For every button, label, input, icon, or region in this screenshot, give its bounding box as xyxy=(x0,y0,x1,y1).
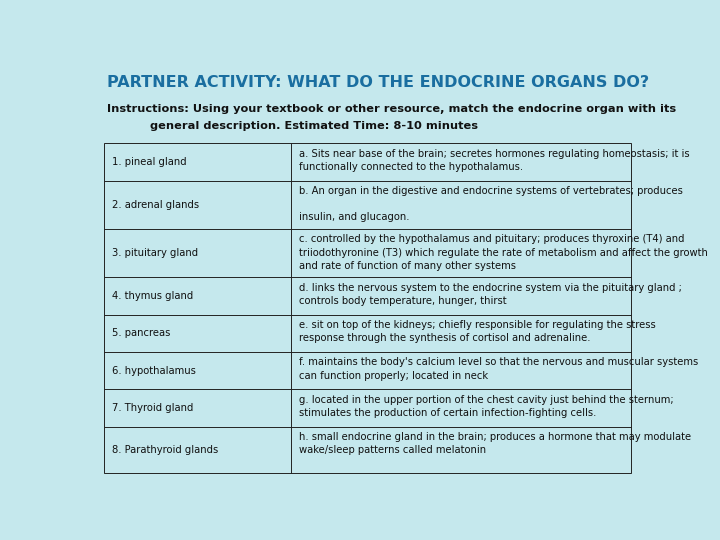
Text: general description. Estimated Time: 8-10 minutes: general description. Estimated Time: 8-1… xyxy=(150,121,477,131)
Text: h. small endocrine gland in the brain; produces a hormone that may modulate
wake: h. small endocrine gland in the brain; p… xyxy=(299,432,691,455)
Text: e. sit on top of the kidneys; chiefly responsible for regulating the stress
resp: e. sit on top of the kidneys; chiefly re… xyxy=(299,320,655,343)
Text: a. Sits near base of the brain; secretes hormones regulating homeostasis; it is
: a. Sits near base of the brain; secretes… xyxy=(299,148,690,172)
Text: f. maintains the body's calcium level so that the nervous and muscular systems
c: f. maintains the body's calcium level so… xyxy=(299,357,698,381)
Text: 6. hypothalamus: 6. hypothalamus xyxy=(112,366,196,376)
Text: PARTNER ACTIVITY: WHAT DO THE ENDOCRINE ORGANS DO?: PARTNER ACTIVITY: WHAT DO THE ENDOCRINE … xyxy=(107,75,649,90)
Text: 8. Parathyroid glands: 8. Parathyroid glands xyxy=(112,445,218,455)
Text: c. controlled by the hypothalamus and pituitary; produces thyroxine (T4) and
tri: c. controlled by the hypothalamus and pi… xyxy=(299,234,708,271)
Text: b. An organ in the digestive and endocrine systems of vertebrates; produces

ins: b. An organ in the digestive and endocri… xyxy=(299,186,683,222)
Text: 5. pancreas: 5. pancreas xyxy=(112,328,170,339)
Text: 2. adrenal glands: 2. adrenal glands xyxy=(112,200,199,210)
Text: Instructions: Using your textbook or other resource, match the endocrine organ w: Instructions: Using your textbook or oth… xyxy=(107,104,676,114)
Text: g. located in the upper portion of the chest cavity just behind the sternum;
sti: g. located in the upper portion of the c… xyxy=(299,395,673,418)
Text: 1. pineal gland: 1. pineal gland xyxy=(112,157,186,167)
Bar xyxy=(104,143,631,473)
Text: 4. thymus gland: 4. thymus gland xyxy=(112,291,193,301)
Text: 3. pituitary gland: 3. pituitary gland xyxy=(112,248,198,258)
Text: d. links the nervous system to the endocrine system via the pituitary gland ;
co: d. links the nervous system to the endoc… xyxy=(299,283,682,306)
Text: 7. Thyroid gland: 7. Thyroid gland xyxy=(112,403,193,413)
